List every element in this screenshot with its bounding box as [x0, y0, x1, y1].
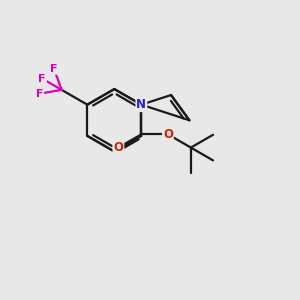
Text: F: F: [36, 89, 43, 99]
Text: F: F: [50, 64, 58, 74]
Text: O: O: [163, 128, 173, 141]
Text: N: N: [136, 98, 146, 111]
Text: F: F: [38, 74, 46, 84]
Text: O: O: [113, 141, 123, 154]
